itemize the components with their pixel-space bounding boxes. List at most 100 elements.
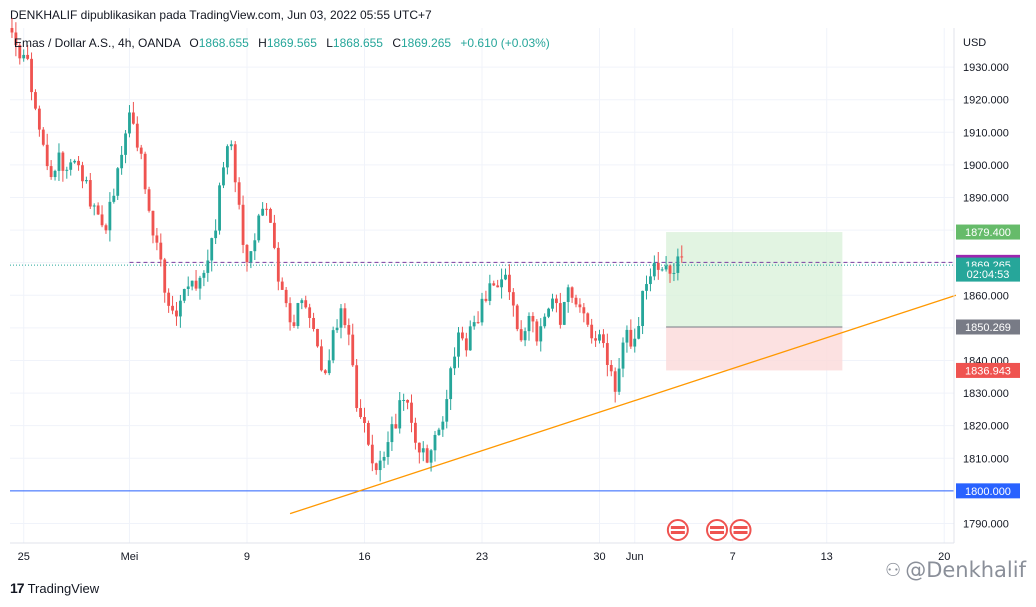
candle-body <box>18 45 22 59</box>
candle-body <box>139 147 143 154</box>
tradingview-logo[interactable]: 17 TradingView <box>10 580 99 596</box>
candle-body <box>202 272 206 278</box>
price-axis[interactable]: 1790.000 1800.000 1810.000 1820.000 1830.000… <box>963 62 1009 530</box>
candle-body <box>73 160 77 163</box>
candle-body <box>45 144 49 167</box>
price-label-bg <box>956 224 1020 240</box>
candle-body <box>523 331 527 341</box>
position-profit-zone[interactable] <box>666 232 843 327</box>
candle-body <box>253 240 257 252</box>
candle-body <box>116 168 120 196</box>
flag-stripe <box>710 526 725 529</box>
candle-body <box>10 28 14 33</box>
time-tick-label: Mei <box>121 551 139 563</box>
tradingview-logo-icon: 17 <box>10 580 25 596</box>
candle-body <box>84 180 88 182</box>
price-labels: 1879.4001870.1031869.26502:04:531850.269… <box>956 224 1020 499</box>
candle-body <box>417 442 421 453</box>
candle-body <box>488 283 492 301</box>
candle-body <box>26 54 30 59</box>
candle-body <box>30 58 33 93</box>
candle-body <box>155 235 159 243</box>
candle-body <box>190 280 194 287</box>
candle-body <box>480 298 484 323</box>
candle-body <box>594 338 598 341</box>
candle-body <box>159 242 163 260</box>
price-tick-label: 1810.000 <box>963 453 1009 465</box>
horizontal-lines[interactable] <box>10 261 954 492</box>
candle-body <box>292 322 296 327</box>
legend-open-label: O <box>189 36 198 50</box>
price-tick-label: 1820.000 <box>963 421 1009 433</box>
time-tick-label: 25 <box>18 551 30 563</box>
candle-body <box>167 292 171 306</box>
candle-body <box>527 315 531 332</box>
candle-body <box>359 408 362 418</box>
candle-body <box>441 421 445 430</box>
candle-body <box>504 274 507 280</box>
candles <box>10 18 684 482</box>
candle-body <box>335 327 339 331</box>
candle-body <box>41 129 45 145</box>
time-tick-label: 23 <box>476 551 488 563</box>
candle-body <box>629 329 633 347</box>
candle-body <box>272 222 276 248</box>
candle-body <box>433 434 437 451</box>
price-label: 1879.400 <box>965 227 1011 239</box>
candle-body <box>680 256 684 258</box>
candle-body <box>81 165 84 182</box>
price-tick-label: 1890.000 <box>963 192 1009 204</box>
candle-body <box>151 210 155 236</box>
us-flag-icon[interactable] <box>666 519 689 541</box>
candle-body <box>198 277 202 289</box>
candle-body <box>414 422 417 443</box>
flag-stripe <box>733 531 748 534</box>
us-flag-icon[interactable] <box>706 519 729 541</box>
candle-body <box>492 283 496 286</box>
price-tick-label: 1910.000 <box>963 127 1009 139</box>
trendline-layer[interactable] <box>289 294 957 515</box>
candle-body <box>210 238 214 261</box>
candle-body <box>464 338 468 351</box>
candle-body <box>22 54 26 59</box>
price-label: 1850.269 <box>965 322 1011 334</box>
candle-body <box>57 152 61 171</box>
trendline[interactable] <box>289 294 957 515</box>
candle-body <box>378 460 382 471</box>
legend-low-label: L <box>326 36 333 50</box>
candle-body <box>586 313 590 325</box>
flag-stripe <box>670 531 685 534</box>
candle-body <box>147 189 151 211</box>
candle-body <box>676 256 680 273</box>
candle-body <box>590 324 594 339</box>
candle-body <box>14 32 18 46</box>
candle-body <box>645 284 648 291</box>
candle-body <box>535 321 539 342</box>
candle-body <box>296 303 300 327</box>
candle-body <box>515 305 519 330</box>
candle-body <box>128 112 131 134</box>
candle-body <box>476 322 480 324</box>
candle-body <box>637 326 641 339</box>
candle-body <box>206 260 210 273</box>
watermark-icon: ⚇ <box>885 559 902 581</box>
time-axis[interactable]: 25 Mei 9 16 23 30 Jun 7 13 20 <box>18 551 951 563</box>
candle-body <box>225 146 229 168</box>
position-loss-zone[interactable] <box>666 326 843 371</box>
candle-body <box>609 364 613 372</box>
candle-body <box>175 310 178 317</box>
candle-body <box>453 356 456 369</box>
candle-body <box>182 289 186 301</box>
candle-body <box>178 300 182 317</box>
us-flag-icon[interactable] <box>729 519 752 541</box>
candle-body <box>566 287 570 302</box>
position-tool[interactable] <box>666 232 843 371</box>
candle-body <box>398 400 402 429</box>
event-flags[interactable] <box>666 519 752 541</box>
candle-body <box>672 272 676 274</box>
candle-body <box>96 205 100 215</box>
candle-body <box>484 298 488 301</box>
candle-body <box>562 301 566 325</box>
legend-low: 1868.655 <box>333 36 383 50</box>
